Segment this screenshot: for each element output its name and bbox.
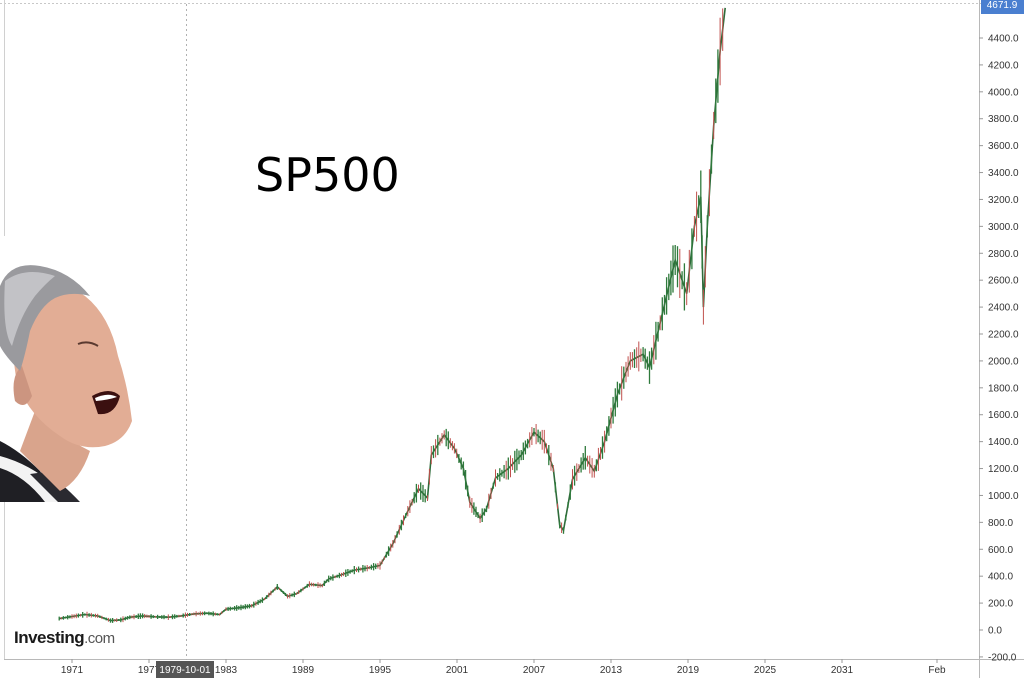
x-axis-ticks: 1971 1977 1983 1989 1995 2001 2007 2013 2019 2025… [61, 659, 946, 676]
y-tick-label: 3600.0 [988, 141, 1019, 152]
watermark-brand: Investing [14, 628, 85, 647]
x-tick-label: 2007 [523, 665, 546, 676]
crosshair-date-label: 1979-10-01 [159, 665, 211, 676]
y-tick-label: 2800.0 [988, 249, 1019, 260]
x-tick-label: 1995 [369, 665, 392, 676]
x-tick-label: 2001 [446, 665, 469, 676]
y-tick-label: 800.0 [988, 518, 1013, 529]
y-axis-ticks: -200.0 0.0 200.0 400.0 600.0 800.0 1000.0 1200.… [979, 34, 1019, 663]
y-tick-label: 1200.0 [988, 464, 1019, 475]
x-tick-label: 1989 [292, 665, 315, 676]
investing-logo: Investing.com [14, 628, 115, 648]
y-tick-label: 1400.0 [988, 437, 1019, 448]
x-tick-label: 1983 [215, 665, 238, 676]
y-tick-label: 1000.0 [988, 491, 1019, 502]
y-tick-label: 2600.0 [988, 276, 1019, 287]
x-tick-label: 2013 [600, 665, 623, 676]
last-price-badge: 4671.9 [981, 0, 1024, 14]
crosshair-date-badge: 1979-10-01 [156, 661, 214, 678]
y-tick-label: 600.0 [988, 545, 1013, 556]
y-tick-label: 400.0 [988, 572, 1013, 583]
x-tick-label: 2025 [754, 665, 777, 676]
y-tick-label: 4400.0 [988, 34, 1019, 45]
price-series [58, 7, 726, 623]
y-tick-label: 1600.0 [988, 410, 1019, 421]
y-tick-label: -200.0 [988, 652, 1017, 663]
y-tick-label: 2000.0 [988, 356, 1019, 367]
y-tick-label: 3400.0 [988, 168, 1019, 179]
watermark-suffix: .com [84, 630, 115, 647]
x-tick-label: Feb [928, 665, 946, 676]
y-tick-label: 3800.0 [988, 114, 1019, 125]
y-tick-label: 3200.0 [988, 195, 1019, 206]
chart-title: SP500 [255, 148, 400, 202]
y-tick-label: 4000.0 [988, 87, 1019, 98]
last-price-label: 4671.9 [987, 0, 1018, 11]
x-tick-label: 1971 [61, 665, 84, 676]
y-tick-label: 2200.0 [988, 330, 1019, 341]
x-tick-label: 2031 [831, 665, 854, 676]
x-tick-label: 2019 [677, 665, 700, 676]
y-tick-label: 200.0 [988, 599, 1013, 610]
price-line [59, 7, 726, 622]
y-tick-label: 2400.0 [988, 303, 1019, 314]
y-tick-label: 3000.0 [988, 222, 1019, 233]
laughing-man-photo [0, 236, 132, 502]
y-tick-label: 4200.0 [988, 60, 1019, 71]
y-tick-label: 0.0 [988, 626, 1002, 637]
y-tick-label: 1800.0 [988, 383, 1019, 394]
x-tick-label: 1977 [138, 665, 161, 676]
